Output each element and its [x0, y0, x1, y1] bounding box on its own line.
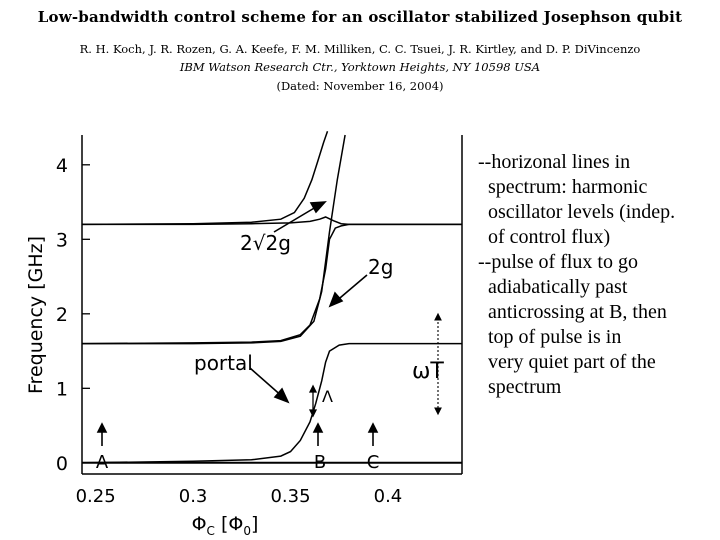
annotation-2g: 2g — [368, 255, 393, 279]
spectrum-line — [82, 134, 346, 345]
arrow-2root2g — [273, 203, 322, 233]
y-tick-label: 1 — [56, 378, 68, 400]
spectrum-line — [82, 216, 462, 226]
note-line: very quiet part of the — [488, 351, 656, 373]
note-line: spectrum — [488, 376, 562, 398]
note-line: --horizonal lines in — [478, 151, 631, 173]
marker-c-label: C — [367, 452, 380, 473]
tick-group: 0 1 2 3 4 0.25 0.3 0.35 0.4 — [56, 155, 402, 507]
spectrum-line — [81, 342, 462, 464]
y-tick-label: 0 — [56, 453, 68, 475]
y-tick-label: 4 — [56, 155, 68, 177]
note-line: adiabatically past — [488, 276, 628, 298]
arrowhead-2g — [328, 291, 344, 308]
annotation-2root2g: 2√2g — [240, 231, 291, 255]
arrowhead-portal — [273, 387, 290, 404]
x-tick-label: 0.25 — [76, 486, 116, 507]
paper-authors: R. H. Koch, J. R. Rozen, G. A. Keefe, F.… — [79, 42, 641, 56]
frequency-spectrum-figure: 0 1 2 3 4 0.25 0.3 0.35 0.4 Frequency [GHz] ΦC [… — [25, 131, 463, 538]
spectrum-line — [81, 131, 329, 226]
omega-t-bracket — [434, 312, 442, 416]
annotation-omega-t: ωT — [412, 359, 444, 384]
note-line: of control flux) — [488, 226, 611, 248]
arrowhead-marker-a — [96, 422, 108, 433]
x-tick-label: 0.4 — [374, 486, 403, 507]
annotation-delta: Λ — [322, 387, 333, 406]
note-line: anticrossing at B, then — [488, 301, 667, 323]
delta-double-arrow — [308, 384, 318, 418]
y-axis-label: Frequency [GHz] — [25, 236, 47, 394]
notes-block: --horizonal lines in spectrum: harmonic … — [478, 150, 718, 400]
marker-b-label: B — [314, 452, 326, 473]
annotation-arrows — [96, 201, 379, 446]
arrowhead-marker-c — [367, 422, 379, 433]
plot-frame — [81, 135, 463, 475]
paper-date: (Dated: November 16, 2004) — [276, 79, 444, 93]
x-tick-label: 0.3 — [179, 486, 208, 507]
y-tick-label: 3 — [56, 229, 68, 251]
annotation-portal: portal — [194, 351, 253, 375]
x-tick-label: 0.35 — [270, 486, 310, 507]
x-axis-label: ΦC [Φ0] — [192, 513, 259, 538]
paper-title: Low-bandwidth control scheme for an osci… — [37, 8, 683, 26]
note-line: top of pulse is in — [488, 326, 622, 348]
note-line: oscillator levels (indep. — [488, 201, 676, 223]
note-line: --pulse of flux to go — [478, 251, 638, 273]
marker-a-label: A — [96, 452, 109, 473]
y-tick-label: 2 — [56, 304, 68, 326]
paper-affiliation: IBM Watson Research Ctr., Yorktown Heigh… — [179, 60, 541, 74]
arrowhead-2root2g — [309, 201, 327, 214]
note-line: spectrum: harmonic — [488, 176, 648, 198]
series-group — [81, 131, 462, 464]
arrowhead-marker-b — [312, 422, 324, 433]
